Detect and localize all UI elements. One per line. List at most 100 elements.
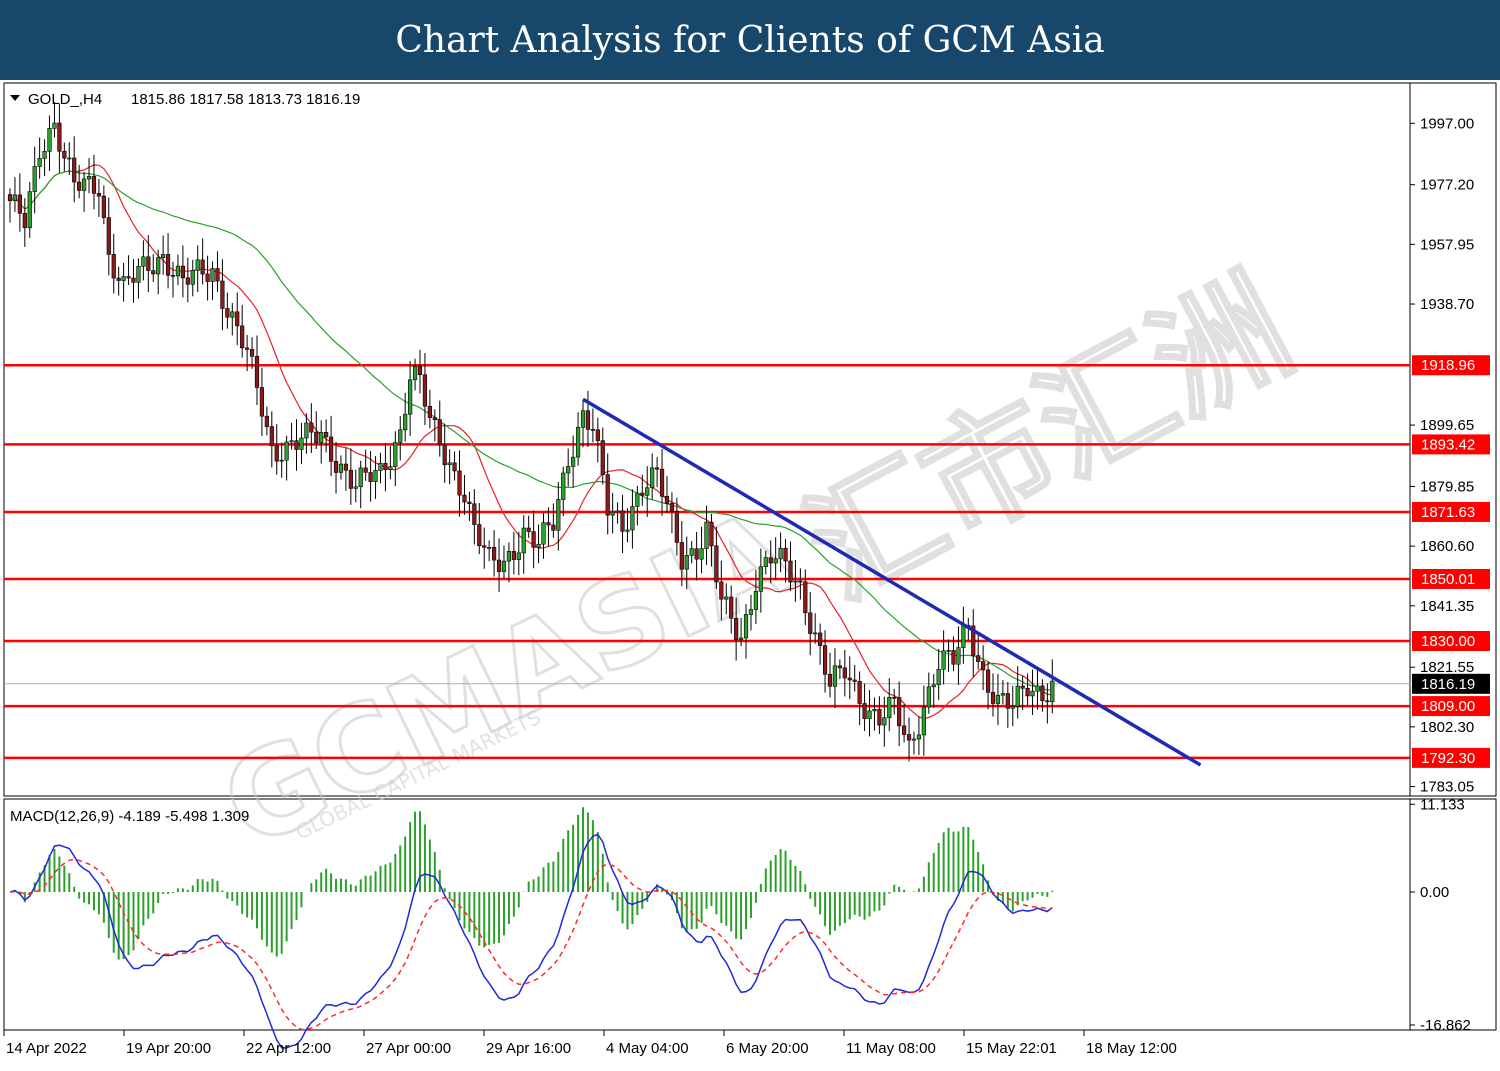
candle[interactable]: [309, 403, 314, 453]
candle[interactable]: [12, 177, 18, 212]
candle[interactable]: [269, 411, 274, 468]
candle[interactable]: [1020, 675, 1025, 710]
candle[interactable]: [393, 431, 398, 487]
candle[interactable]: [664, 475, 670, 513]
candle[interactable]: [348, 448, 353, 505]
candle[interactable]: [96, 178, 102, 217]
candle[interactable]: [7, 188, 13, 223]
candle[interactable]: [1010, 685, 1015, 727]
candle[interactable]: [995, 673, 1001, 726]
candle[interactable]: [822, 630, 828, 693]
candle[interactable]: [52, 101, 57, 138]
candle[interactable]: [674, 497, 679, 556]
candle[interactable]: [872, 697, 877, 731]
candle[interactable]: [136, 258, 141, 299]
candle[interactable]: [803, 569, 808, 626]
candle[interactable]: [971, 609, 976, 677]
candle[interactable]: [106, 197, 111, 276]
candle[interactable]: [743, 604, 749, 659]
candle[interactable]: [818, 623, 823, 665]
candle[interactable]: [358, 460, 363, 509]
candle[interactable]: [659, 448, 665, 516]
candle[interactable]: [729, 585, 734, 634]
candle[interactable]: [126, 255, 131, 285]
candle[interactable]: [738, 617, 744, 647]
candle[interactable]: [264, 406, 269, 436]
candle[interactable]: [398, 416, 403, 461]
candle[interactable]: [482, 527, 487, 569]
candle[interactable]: [81, 171, 87, 212]
candle[interactable]: [279, 442, 284, 478]
candle[interactable]: [131, 259, 136, 303]
candle[interactable]: [408, 361, 413, 436]
candle[interactable]: [526, 515, 531, 538]
candle[interactable]: [788, 541, 793, 592]
candle[interactable]: [976, 633, 981, 670]
candle[interactable]: [432, 409, 437, 442]
candle[interactable]: [215, 251, 220, 292]
candle[interactable]: [536, 524, 541, 564]
candle[interactable]: [353, 469, 358, 503]
candle[interactable]: [551, 503, 556, 538]
candle[interactable]: [141, 240, 146, 281]
candle[interactable]: [655, 457, 660, 488]
candle[interactable]: [338, 455, 344, 480]
candle[interactable]: [1005, 681, 1010, 728]
candle[interactable]: [575, 412, 581, 466]
candle[interactable]: [985, 661, 991, 710]
candle[interactable]: [763, 550, 768, 575]
candle[interactable]: [867, 690, 872, 737]
candle[interactable]: [111, 233, 116, 294]
candle[interactable]: [877, 696, 882, 734]
candle[interactable]: [1050, 659, 1055, 714]
candle[interactable]: [956, 626, 961, 685]
candle[interactable]: [146, 235, 151, 293]
candle[interactable]: [437, 400, 442, 457]
candle[interactable]: [235, 292, 240, 346]
candle[interactable]: [462, 475, 467, 515]
candle[interactable]: [175, 254, 181, 286]
candle[interactable]: [857, 671, 862, 726]
candle[interactable]: [442, 423, 447, 483]
candle[interactable]: [615, 502, 620, 524]
candle[interactable]: [27, 181, 32, 238]
candle[interactable]: [516, 531, 521, 576]
candle[interactable]: [304, 413, 309, 454]
candle[interactable]: [284, 435, 289, 481]
candle[interactable]: [274, 424, 279, 475]
chart-svg[interactable]: GCMASIA GLOBAL CAPITAL MARKETS 汇市汇洲 GOLD…: [0, 80, 1500, 1071]
candle[interactable]: [862, 683, 867, 731]
candle[interactable]: [22, 198, 27, 247]
candle[interactable]: [832, 648, 838, 709]
candle[interactable]: [941, 630, 946, 685]
candle[interactable]: [457, 450, 462, 517]
dropdown-arrow-icon[interactable]: [10, 95, 20, 101]
candle[interactable]: [17, 173, 22, 232]
candle[interactable]: [388, 446, 393, 480]
candle[interactable]: [566, 448, 571, 487]
candle[interactable]: [190, 259, 195, 297]
candle[interactable]: [373, 456, 378, 499]
candle[interactable]: [101, 185, 106, 225]
candle[interactable]: [798, 568, 803, 600]
candle[interactable]: [734, 597, 739, 661]
candle[interactable]: [77, 164, 82, 199]
candle[interactable]: [768, 540, 773, 584]
candle[interactable]: [91, 154, 97, 210]
candle[interactable]: [1045, 683, 1050, 724]
candle[interactable]: [541, 513, 546, 559]
candle[interactable]: [773, 537, 778, 580]
candle[interactable]: [378, 452, 383, 484]
candle[interactable]: [600, 427, 605, 485]
candle[interactable]: [719, 560, 724, 621]
candle[interactable]: [294, 419, 299, 471]
candle[interactable]: [1030, 669, 1035, 715]
candle[interactable]: [487, 540, 492, 562]
candle[interactable]: [447, 449, 452, 485]
candle[interactable]: [42, 139, 47, 177]
candle[interactable]: [901, 704, 907, 743]
candle[interactable]: [1025, 673, 1030, 707]
candle[interactable]: [259, 367, 265, 437]
candle[interactable]: [180, 245, 185, 298]
candle[interactable]: [916, 716, 922, 756]
